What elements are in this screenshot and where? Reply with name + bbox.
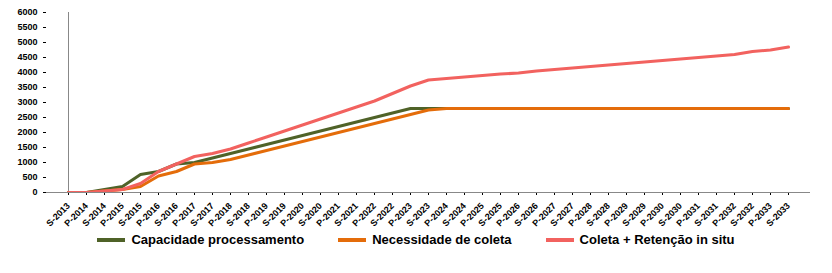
svg-text:P-2015: P-2015 [98,200,126,229]
svg-text:4500: 4500 [17,52,37,62]
svg-text:S-2015: S-2015 [116,200,144,229]
svg-text:P-2030: P-2030 [638,200,666,229]
svg-text:P-2029: P-2029 [602,200,630,229]
svg-text:S-2023: S-2023 [404,200,432,229]
html-text:Necessidade de coleta: Necessidade de coleta [372,232,512,247]
svg-text:P-2031: P-2031 [674,200,702,229]
svg-text:S-2031: S-2031 [692,200,720,229]
svg-text:P-2022: P-2022 [350,200,378,229]
svg-text:4000: 4000 [17,67,37,77]
svg-text:S-2019: S-2019 [260,200,288,229]
svg-text:P-2033: P-2033 [746,200,774,229]
svg-text:1500: 1500 [17,142,37,152]
svg-text:S-2017: S-2017 [188,200,216,229]
svg-text:S-2029: S-2029 [620,200,648,229]
svg-text:3500: 3500 [17,82,37,92]
svg-text:P-2014: P-2014 [62,200,90,229]
svg-text:S-2027: S-2027 [548,200,576,229]
svg-text:P-2019: P-2019 [242,200,270,229]
svg-text:5000: 5000 [17,37,37,47]
svg-text:S-2022: S-2022 [368,200,396,229]
svg-text:S-2026: S-2026 [512,200,540,229]
svg-text:P-2032: P-2032 [710,200,738,229]
svg-text:500: 500 [22,172,37,182]
svg-text:S-2016: S-2016 [152,200,180,229]
svg-text:S-2021: S-2021 [332,200,360,229]
svg-text:S-2028: S-2028 [584,200,612,229]
svg-text:0: 0 [32,187,37,197]
svg-text:P-2027: P-2027 [530,200,558,229]
svg-text:P-2023: P-2023 [386,200,414,229]
svg-text:S-2018: S-2018 [224,200,252,229]
html-text:Coleta + Retenção in situ: Coleta + Retenção in situ [579,232,735,247]
svg-text:P-2017: P-2017 [170,200,198,229]
svg-text:P-2021: P-2021 [314,200,342,229]
svg-text:1000: 1000 [17,157,37,167]
svg-text:S-2014: S-2014 [80,200,108,229]
svg-text:2000: 2000 [17,127,37,137]
svg-text:P-2020: P-2020 [278,200,306,229]
svg-text:S-2032: S-2032 [728,200,756,229]
svg-text:3000: 3000 [17,97,37,107]
svg-text:P-2016: P-2016 [134,200,162,229]
svg-text:6000: 6000 [17,7,37,17]
svg-text:P-2028: P-2028 [566,200,594,229]
html-text:Capacidade processamento: Capacidade processamento [131,232,305,247]
svg-text:P-2026: P-2026 [494,200,522,229]
svg-text:2500: 2500 [17,112,37,122]
svg-text:S-2030: S-2030 [656,200,684,229]
svg-text:S-2020: S-2020 [296,200,324,229]
svg-text:S-2013: S-2013 [44,200,72,229]
svg-text:P-2025: P-2025 [458,200,486,229]
svg-text:S-2024: S-2024 [440,200,468,229]
svg-text:S-2025: S-2025 [476,200,504,229]
svg-text:P-2024: P-2024 [422,200,450,229]
svg-text:S-2033: S-2033 [764,201,792,229]
svg-text:5500: 5500 [17,22,37,32]
svg-text:P-2018: P-2018 [206,200,234,229]
